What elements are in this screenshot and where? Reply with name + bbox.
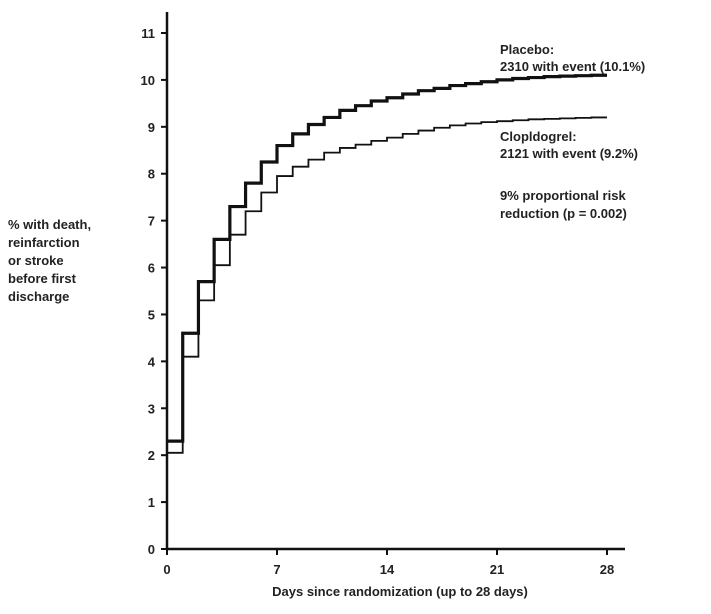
y-title-line-1: % with death, bbox=[8, 217, 91, 232]
clopidogrel-label: Clopldogrel: bbox=[500, 129, 577, 144]
series-line-placebo bbox=[167, 73, 607, 443]
y-tick-label: 6 bbox=[148, 261, 155, 276]
risk-line-2: reduction (p = 0.002) bbox=[500, 206, 627, 221]
placebo-label: Placebo: bbox=[500, 42, 554, 57]
series-layer bbox=[167, 73, 607, 454]
y-tick-label: 5 bbox=[148, 307, 155, 322]
y-tick-label: 1 bbox=[148, 495, 155, 510]
y-tick-label: 4 bbox=[148, 354, 156, 369]
y-tick-label: 3 bbox=[148, 401, 155, 416]
y-tick-label: 8 bbox=[148, 167, 155, 182]
placebo-annotation: Placebo: 2310 with event (10.1%) bbox=[500, 42, 645, 74]
y-tick-label: 10 bbox=[141, 73, 155, 88]
y-axis-title: % with death, reinfarction or stroke bef… bbox=[8, 217, 91, 304]
x-tick-label: 28 bbox=[600, 562, 614, 577]
y-tick-label: 0 bbox=[148, 542, 155, 557]
clopidogrel-detail: 2121 with event (9.2%) bbox=[500, 146, 638, 161]
series-line-clopidogrel bbox=[167, 116, 607, 454]
clopidogrel-annotation: Clopldogrel: 2121 with event (9.2%) bbox=[500, 129, 638, 161]
y-tick-label: 2 bbox=[148, 448, 155, 463]
x-tick-label: 14 bbox=[380, 562, 395, 577]
x-tick-label: 21 bbox=[490, 562, 504, 577]
risk-reduction-annotation: 9% proportional risk reduction (p = 0.00… bbox=[500, 188, 627, 221]
y-tick-label: 9 bbox=[148, 120, 155, 135]
y-title-line-5: discharge bbox=[8, 289, 69, 304]
risk-line-1: 9% proportional risk bbox=[500, 188, 626, 203]
y-title-line-3: or stroke bbox=[8, 253, 64, 268]
placebo-detail: 2310 with event (10.1%) bbox=[500, 59, 645, 74]
y-ticks: 0 1 2 3 4 5 6 7 8 9 10 11 bbox=[141, 26, 167, 557]
x-axis-title: Days since randomization (up to 28 days) bbox=[272, 584, 528, 599]
y-tick-label: 7 bbox=[148, 214, 155, 229]
x-ticks: 0 7 14 21 28 bbox=[163, 549, 614, 577]
y-title-line-4: before first bbox=[8, 271, 77, 286]
y-title-line-2: reinfarction bbox=[8, 235, 80, 250]
x-tick-label: 0 bbox=[163, 562, 170, 577]
x-tick-label: 7 bbox=[273, 562, 280, 577]
y-tick-label: 11 bbox=[141, 26, 155, 41]
